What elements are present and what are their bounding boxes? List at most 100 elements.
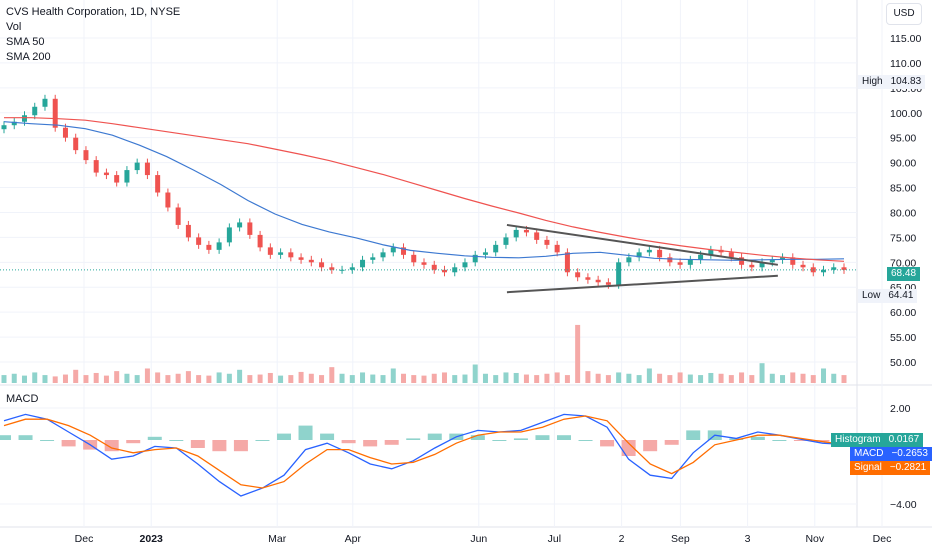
chart-legend: CVS Health Corporation, 1D, NYSE Vol SMA… [6,5,180,65]
volume-bar [667,375,673,383]
candle-body [319,262,325,268]
price-tick-label: 110.00 [890,58,921,70]
candle-body [595,279,601,283]
time-tick-label: Jul [548,533,561,545]
macd-histogram-bar [492,440,507,441]
volume-bar [687,374,693,383]
symbol-title[interactable]: CVS Health Corporation, 1D, NYSE [6,6,181,18]
candle-body [226,227,232,243]
candle-body [298,257,304,260]
volume-bar [657,373,663,383]
volume-bar [482,373,488,383]
volume-bar [380,375,386,383]
volume-bar [339,373,345,383]
volume-bar [831,373,837,383]
macd-histogram-bar [578,440,593,441]
volume-bar [175,373,181,383]
volume-bar [841,375,847,383]
macd-histogram-bar [363,440,378,447]
high-tag-value: 104.83 [890,76,922,87]
volume-bar [513,372,519,383]
volume-bar [114,371,120,383]
sma50-indicator-label[interactable]: SMA 50 [6,36,45,48]
candle-body [452,267,458,273]
sma200-indicator-label[interactable]: SMA 200 [6,51,51,63]
candle-body [554,244,560,253]
macd-histogram-bar [212,440,227,452]
macd-histogram-bar [277,433,291,440]
vol-indicator-label[interactable]: Vol [6,21,22,33]
candle-body [534,232,540,240]
macd-tag-label: MACD [850,447,888,461]
volume-bar [646,368,652,383]
macd-indicator-label[interactable]: MACD [6,393,39,405]
candle-body [103,172,109,176]
currency-button[interactable]: USD [886,3,922,25]
volume-bar [564,375,570,383]
low-tag: Low 64.41 [858,289,918,303]
volume-bar [124,373,130,383]
volume-bar [196,375,202,383]
macd-histogram-bar [557,435,571,440]
histogram-tag-value: 0.0167 [884,433,924,447]
candle-body [667,257,673,263]
candle-body [411,254,417,263]
candle-body [206,244,212,250]
price-tick-label: 90.00 [890,158,916,170]
price-tick-label: 70.00 [890,257,916,269]
signal-line [3,415,845,489]
volume-bar [462,374,468,383]
sma50-line [3,121,845,261]
triangle-trendline [506,274,778,294]
volume-bar [93,372,99,383]
candle-body [370,257,376,260]
macd-histogram-bar [320,433,335,440]
candle-body [237,222,243,228]
macd-tick-label: 2.00 [890,403,911,415]
candle-body [841,267,847,270]
macd-tag-value: −0.2653 [887,447,932,461]
volume-bar [595,373,601,383]
candle-body [83,150,89,161]
macd-tick-label: −4.00 [890,499,917,511]
volume-bar [298,371,304,383]
volume-bar [155,372,161,383]
volume-bar [73,369,79,383]
volume-bar [503,372,509,383]
time-tick-label: Apr [345,533,362,545]
volume-bar [441,372,447,383]
volume-bar [728,375,734,383]
macd-histogram-bar [600,440,615,447]
volume-bar [605,375,611,383]
volume-bar [575,324,581,383]
volume-bar [718,373,724,383]
volume-bar [237,369,243,383]
price-tick-label: 50.00 [890,357,916,369]
time-tick-label: 2 [619,533,625,545]
histogram-tag: Histogram 0.0167 [831,433,924,447]
time-tick-label: 2023 [140,533,164,545]
volume-bar [421,375,427,383]
macd-histogram-bar [61,440,76,447]
time-tick-label: 3 [745,533,751,545]
candle-body [360,259,366,268]
candle-body [144,162,150,176]
macd-histogram-bar [793,440,808,441]
candle-body [636,252,642,258]
volume-bar [739,372,745,383]
volume-bar [821,368,827,383]
volume-bar [226,373,232,383]
macd-histogram-bar [513,438,528,440]
candle-body [575,272,581,278]
price-tick-label: 85.00 [890,183,916,195]
macd-histogram-bar [147,436,162,440]
macd-histogram-bar [190,440,205,448]
volume-bar [21,375,27,383]
volume-bar [1,375,7,383]
volume-bar [308,373,314,383]
candle-body [482,252,488,255]
volume-bar [401,373,407,383]
price-tick-label: 95.00 [890,133,916,145]
volume-bar [810,375,816,383]
